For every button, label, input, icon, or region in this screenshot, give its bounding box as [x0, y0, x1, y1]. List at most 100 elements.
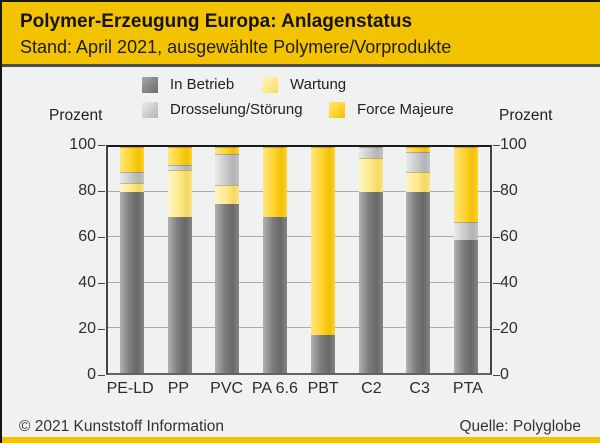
tick-mark [98, 282, 105, 284]
x-label-PE-LD: PE-LD [106, 380, 154, 397]
copyright-text: © 2021 Kunststoff Information [19, 418, 225, 435]
segment-drosselung-C2 [358, 147, 383, 159]
y-tick-right-100: 100 [500, 136, 527, 153]
legend-label-force-majeure: Force Majeure [357, 101, 454, 118]
bar-C2 [358, 147, 383, 373]
legend-swatch-wartung [262, 76, 278, 93]
legend-label-wartung: Wartung [290, 76, 347, 93]
y-tick-right-20: 20 [500, 320, 518, 337]
y-tick-left-60: 60 [78, 228, 96, 245]
segment-force_majeure-PTA [454, 147, 479, 222]
bar-C3 [406, 147, 431, 373]
bar-PE-LD [119, 147, 144, 373]
tick-mark [98, 374, 105, 376]
bar-slot-PE-LD [108, 147, 156, 373]
gridline-60 [108, 236, 490, 238]
segment-in_betrieb-PA 6.6 [263, 217, 288, 373]
legend-item-drosselung: Drosselung/Störung [142, 101, 303, 118]
bar-slot-PBT [299, 147, 347, 373]
segment-in_betrieb-C2 [358, 192, 383, 373]
gridline-40 [108, 281, 490, 283]
y-tick-right-0: 0 [500, 366, 509, 383]
source-text: Quelle: Polyglobe [459, 418, 582, 435]
segment-wartung-PVC [215, 185, 240, 204]
segment-drosselung-PE-LD [119, 171, 144, 184]
page-subtitle: Stand: April 2021, ausgewählte Polymere/… [20, 37, 452, 57]
segment-in_betrieb-PBT [310, 334, 335, 373]
bar-slot-C2 [347, 147, 395, 373]
y-axis-title-right: Prozent [499, 107, 553, 124]
segment-in_betrieb-PVC [215, 203, 240, 373]
segment-force_majeure-C3 [406, 147, 431, 152]
y-tick-left-100: 100 [69, 136, 96, 153]
segment-drosselung-PP [167, 165, 192, 170]
x-label-PBT: PBT [307, 380, 339, 397]
bar-slot-PVC [204, 147, 252, 373]
tick-mark [493, 282, 500, 284]
y-tick-left-0: 0 [87, 366, 96, 383]
segment-force_majeure-PP [167, 147, 192, 166]
bar-PBT [310, 147, 335, 373]
legend-item-in-betrieb: In Betrieb [142, 76, 234, 93]
segment-in_betrieb-C3 [406, 192, 431, 373]
segment-drosselung-PTA [454, 221, 479, 240]
tick-mark [493, 374, 500, 376]
segment-force_majeure-PVC [215, 147, 240, 154]
y-tick-left-80: 80 [78, 182, 96, 199]
segment-force_majeure-PA 6.6 [263, 147, 288, 218]
tick-mark [98, 328, 105, 330]
segment-in_betrieb-PTA [454, 239, 479, 373]
segment-force_majeure-PBT [310, 147, 335, 335]
y-tick-right-60: 60 [500, 228, 518, 245]
bar-slot-PP [156, 147, 204, 373]
x-label-C3: C3 [409, 380, 430, 397]
tick-mark [98, 236, 105, 238]
bar-PP [167, 147, 192, 373]
bar-slot-C3 [395, 147, 443, 373]
gridline-20 [108, 326, 490, 328]
y-tick-right-40: 40 [500, 274, 518, 291]
segment-wartung-PP [167, 169, 192, 218]
legend-item-wartung: Wartung [262, 76, 346, 93]
bar-PVC [215, 147, 240, 373]
header-banner: Polymer-Erzeugung Europa: Anlagenstatus … [2, 2, 600, 64]
header-divider [2, 64, 600, 67]
bar-PTA [454, 147, 479, 373]
y-axis-title-left: Prozent [49, 107, 103, 124]
legend-item-force-majeure: Force Majeure [329, 101, 454, 118]
gridline-80 [108, 191, 490, 193]
segment-force_majeure-PE-LD [119, 147, 144, 172]
bar-PA 6.6 [263, 147, 288, 373]
page-title: Polymer-Erzeugung Europa: Anlagenstatus [20, 11, 413, 32]
segment-in_betrieb-PE-LD [119, 192, 144, 373]
x-label-C2: C2 [361, 380, 382, 397]
bars-container [108, 147, 490, 373]
tick-mark [98, 144, 105, 146]
x-label-PTA: PTA [452, 380, 483, 397]
segment-drosselung-C3 [406, 151, 431, 172]
segment-wartung-C3 [406, 171, 431, 193]
bar-slot-PA 6.6 [251, 147, 299, 373]
y-tick-left-20: 20 [78, 320, 96, 337]
tick-mark [98, 190, 105, 192]
x-label-PP: PP [167, 380, 190, 397]
legend-swatch-drosselung [142, 101, 158, 118]
tick-mark [493, 236, 500, 238]
segment-wartung-PE-LD [119, 183, 144, 193]
bar-slot-PTA [442, 147, 490, 373]
y-tick-right-80: 80 [500, 182, 518, 199]
segment-drosselung-PVC [215, 153, 240, 186]
x-label-PVC: PVC [210, 380, 244, 397]
chart-plot-area [106, 145, 492, 375]
legend-swatch-in-betrieb [142, 76, 158, 93]
x-label-PA 6.6: PA 6.6 [251, 380, 298, 397]
tick-mark [493, 328, 500, 330]
legend-label-drosselung: Drosselung/Störung [170, 101, 303, 118]
bottom-accent-strip [2, 437, 600, 443]
tick-mark [493, 144, 500, 146]
segment-wartung-C2 [358, 158, 383, 193]
tick-mark [493, 190, 500, 192]
legend-label-in-betrieb: In Betrieb [170, 76, 235, 93]
x-axis-labels: PE-LD PP PVC PA 6.6 PBT C2 C3 PTA [106, 380, 492, 398]
segment-in_betrieb-PP [167, 217, 192, 373]
